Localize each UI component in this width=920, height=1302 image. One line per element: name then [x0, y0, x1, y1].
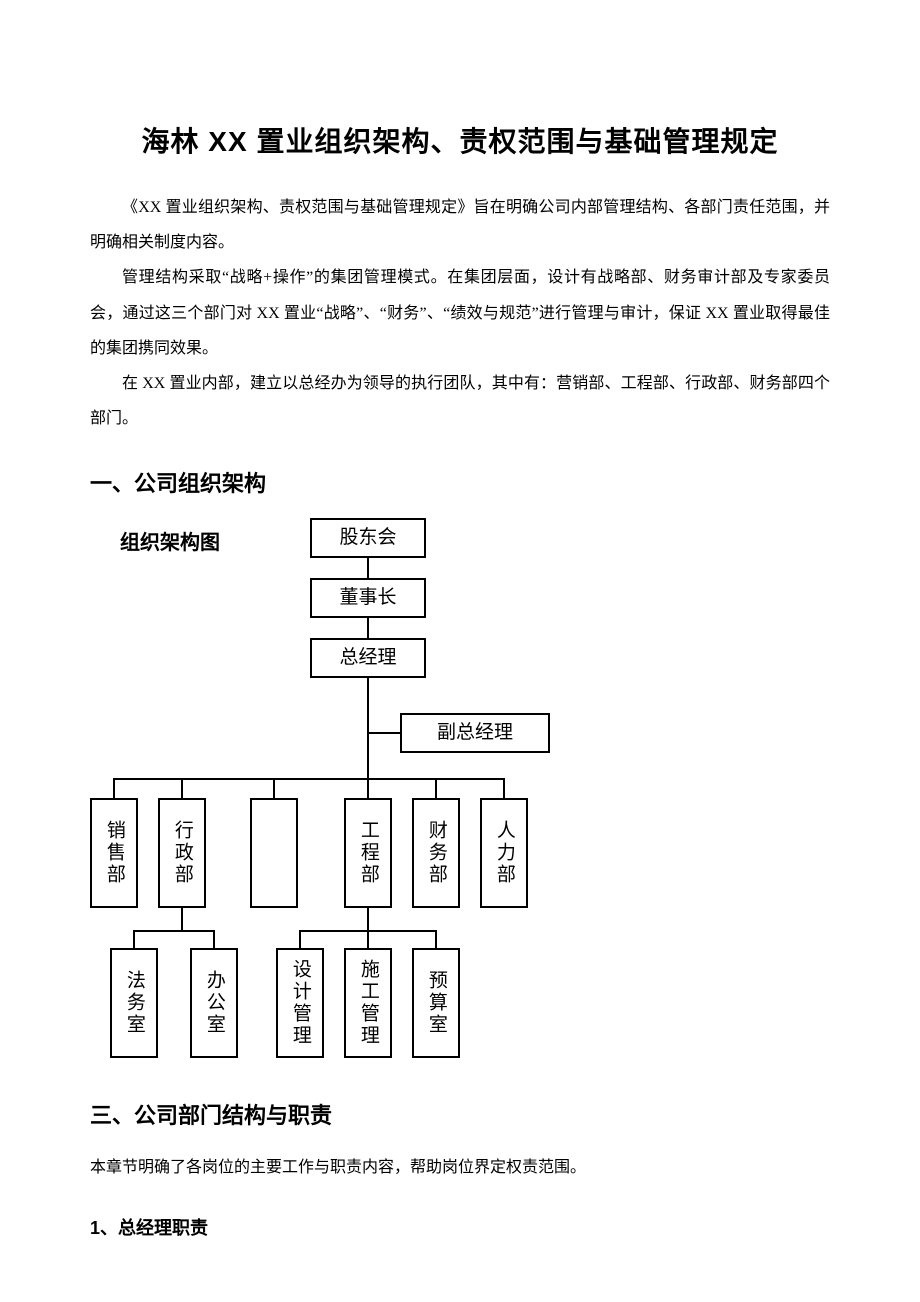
- connector: [133, 930, 215, 932]
- connector: [367, 678, 369, 778]
- node-shareholders: 股东会: [310, 518, 426, 558]
- node-eng: 工程部: [344, 798, 392, 908]
- node-legal: 法务室: [110, 948, 158, 1058]
- paragraph-2: 管理结构采取“战略+操作”的集团管理模式。在集团层面，设计有战略部、财务审计部及…: [90, 260, 830, 366]
- connector: [299, 930, 301, 948]
- connector: [273, 778, 275, 798]
- connector: [367, 778, 369, 798]
- node-hr: 人力部: [480, 798, 528, 908]
- node-ghost: [250, 798, 298, 908]
- connector: [213, 930, 215, 948]
- node-construct: 施工管理: [344, 948, 392, 1058]
- node-fin: 财务部: [412, 798, 460, 908]
- page: 海林 XX 置业组织架构、责权范围与基础管理规定 《XX 置业组织架构、责权范围…: [0, 0, 920, 1300]
- paragraph-1: 《XX 置业组织架构、责权范围与基础管理规定》旨在明确公司内部管理结构、各部门责…: [90, 190, 830, 260]
- connector: [367, 732, 400, 734]
- paragraph-3: 在 XX 置业内部，建立以总经办为领导的执行团队，其中有：营销部、工程部、行政部…: [90, 366, 830, 436]
- connector: [503, 778, 505, 798]
- node-chairman: 董事长: [310, 578, 426, 618]
- connector: [133, 930, 135, 948]
- connector: [367, 558, 369, 578]
- node-gm: 总经理: [310, 638, 426, 678]
- subsection-1: 1、总经理职责: [90, 1214, 830, 1240]
- connector: [367, 618, 369, 638]
- node-sales: 销售部: [90, 798, 138, 908]
- doc-title: 海林 XX 置业组织架构、责权范围与基础管理规定: [90, 120, 830, 160]
- connector: [435, 778, 437, 798]
- node-design: 设计管理: [276, 948, 324, 1058]
- section-3-heading: 三、公司部门结构与职责: [90, 1098, 830, 1130]
- node-admin: 行政部: [158, 798, 206, 908]
- org-chart-label: 组织架构图: [120, 526, 220, 555]
- connector: [367, 930, 369, 948]
- connector: [113, 778, 503, 780]
- node-dgm: 副总经理: [400, 713, 550, 753]
- connector: [181, 778, 183, 798]
- org-chart: 组织架构图 股东会 董事长 总经理 副总经理 销售部 行政部: [90, 518, 690, 1068]
- connector: [113, 778, 115, 798]
- paragraph-4: 本章节明确了各岗位的主要工作与职责内容，帮助岗位界定权责范围。: [90, 1150, 830, 1185]
- node-office: 办公室: [190, 948, 238, 1058]
- connector: [367, 908, 369, 930]
- node-budget: 预算室: [412, 948, 460, 1058]
- section-1-heading: 一、公司组织架构: [90, 466, 830, 498]
- connector: [435, 930, 437, 948]
- connector: [181, 908, 183, 930]
